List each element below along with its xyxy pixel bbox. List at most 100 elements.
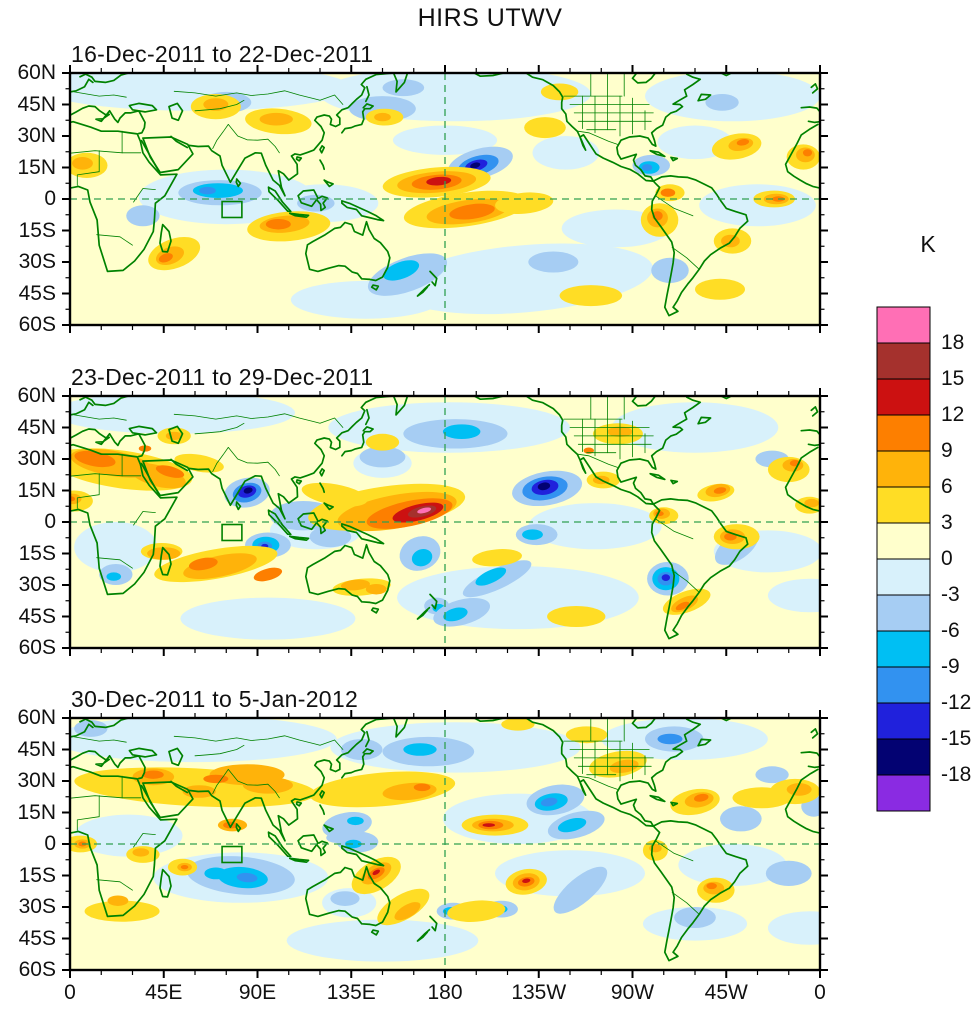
lon-tick-label: 45E [145, 981, 183, 1004]
country-border [655, 195, 694, 217]
country-border [73, 736, 127, 743]
coastline [370, 607, 380, 614]
coastline [800, 429, 820, 436]
anomaly-blob [706, 882, 717, 890]
lat-tick-label: 0 [44, 510, 56, 533]
anomaly-blob [720, 806, 762, 832]
anomaly-blob [106, 572, 122, 581]
anomaly-blob [660, 188, 676, 197]
coastline [297, 189, 319, 208]
country-border [212, 124, 229, 149]
country-border [212, 447, 229, 472]
colorbar-segment [876, 342, 931, 380]
anomaly-blob [657, 733, 683, 745]
colorbar [876, 306, 931, 812]
anomaly-blob [694, 793, 709, 802]
coastline [316, 195, 329, 212]
coastline [319, 145, 326, 154]
coastline [370, 284, 380, 291]
lon-tick-label: 135W [511, 981, 567, 1004]
anomaly-blob [755, 766, 789, 784]
anomaly-blob [180, 597, 356, 640]
coastline [650, 820, 749, 962]
anomaly-blob [394, 902, 421, 921]
coastline [288, 857, 310, 863]
anomaly-blob [126, 205, 160, 227]
coastline [70, 105, 146, 135]
anomaly-blob [732, 787, 791, 809]
anomaly-blob [802, 149, 813, 157]
anomaly-blob [142, 770, 164, 779]
coastline [525, 718, 655, 827]
colorbar-tick-label: 0 [941, 547, 953, 570]
coastline [364, 85, 370, 103]
colorbar-tick-label: 3 [941, 511, 953, 534]
anomaly-blob [309, 526, 352, 548]
coastline [649, 794, 666, 803]
country-border [212, 769, 229, 794]
coastline [297, 834, 319, 853]
colorbar-segment [876, 486, 931, 524]
coastline [170, 135, 189, 149]
coastline [159, 868, 172, 898]
colorbar-tick-label: 18 [941, 331, 965, 354]
coastline [319, 159, 326, 171]
colorbar-tick-label: -18 [941, 763, 972, 786]
coastline [70, 78, 94, 93]
anomaly-blob [522, 878, 531, 883]
coastline [800, 751, 820, 758]
coastline [235, 823, 242, 833]
coastline [631, 718, 657, 729]
anomaly-blob [611, 402, 779, 453]
anomaly-blob [192, 183, 243, 198]
coastline [810, 83, 819, 94]
anomaly-blob [155, 465, 185, 478]
colorbar-tick-label: -6 [941, 619, 960, 642]
colorbar-segment [876, 666, 931, 704]
colorbar-tick-label: -12 [941, 691, 972, 714]
coastline [159, 223, 172, 253]
coastline [319, 804, 326, 816]
colorbar-tick-label: -15 [941, 727, 972, 750]
colorbar-segment [876, 522, 931, 560]
coastline [393, 396, 409, 416]
lat-tick-label: 60N [17, 384, 56, 407]
anomaly-blob [565, 726, 608, 744]
coastline [416, 606, 431, 620]
lon-tick-label: 0 [814, 981, 826, 1004]
lat-tick-label: 30S [18, 895, 56, 918]
country-border [76, 816, 100, 831]
lat-tick-label: 45S [18, 926, 56, 950]
country-border [655, 840, 694, 862]
colorbar-segment [876, 774, 931, 812]
colorbar-segment [876, 306, 931, 344]
coastline [168, 102, 184, 122]
colorbar-segment [876, 594, 931, 632]
anomaly-blob [495, 192, 554, 214]
country-border [577, 130, 618, 145]
lat-tick-label: 30N [17, 124, 56, 147]
coastline [140, 784, 160, 817]
coastline [288, 535, 310, 541]
coastline [429, 593, 438, 610]
country-border [73, 91, 127, 98]
anomaly-blob [392, 125, 498, 155]
coastline [316, 518, 329, 535]
country-border [227, 447, 280, 477]
coastline [319, 790, 326, 799]
anomaly-blob [374, 112, 391, 122]
anomaly-blob [242, 776, 293, 794]
anomaly-blob [482, 823, 495, 827]
lat-tick-label: 45N [17, 737, 56, 761]
coastline [807, 443, 820, 447]
country-border [76, 494, 100, 509]
lat-tick-label: 15N [17, 478, 56, 502]
coastline [650, 175, 749, 317]
lat-tick-label: 15S [18, 863, 56, 887]
coastline [650, 498, 749, 640]
coastline [187, 396, 394, 520]
anomaly-blob [447, 900, 506, 922]
study-region-box [221, 845, 243, 864]
anomaly-blob [553, 866, 608, 914]
coastline [341, 200, 385, 222]
